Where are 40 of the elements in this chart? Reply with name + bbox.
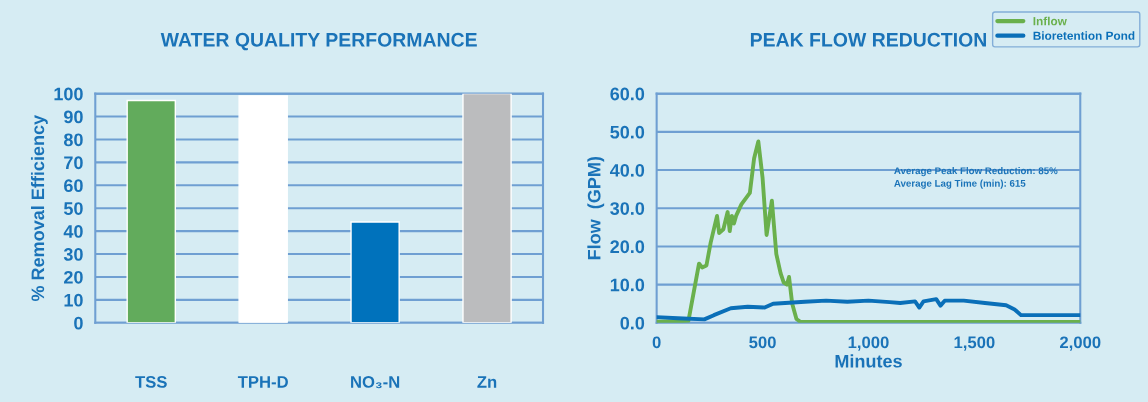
y-tick-label: 0.0 bbox=[620, 316, 645, 330]
bar bbox=[126, 99, 177, 323]
bar bbox=[238, 95, 288, 323]
annotation: Average Peak Flow Reduction: 85% bbox=[894, 167, 1058, 177]
legend-label: Bioretention Pond bbox=[1033, 31, 1135, 40]
y-tick-label: 10 bbox=[64, 293, 83, 307]
y-tick-label: 40.0 bbox=[609, 163, 645, 177]
y-axis-title: % Removal Efficiency bbox=[30, 115, 48, 302]
y-tick-label: 80 bbox=[63, 133, 83, 147]
y-tick-label: 70 bbox=[64, 156, 83, 170]
chart-title: PEAK FLOW REDUCTION bbox=[750, 32, 986, 47]
y-tick-label: 40 bbox=[63, 225, 83, 238]
y-tick-label: 10.0 bbox=[610, 278, 645, 292]
y-tick-label: 60 bbox=[64, 179, 83, 193]
y-tick-label: 90 bbox=[64, 110, 83, 124]
x-tick-label: Zn bbox=[477, 376, 497, 388]
bar bbox=[350, 221, 400, 323]
x-tick-label: TSS bbox=[135, 376, 167, 388]
y-axis-title: Flow (GPM) bbox=[587, 156, 605, 260]
x-tick-label: 2,000 bbox=[1059, 336, 1101, 351]
y-tick-label: 20.0 bbox=[610, 240, 645, 254]
y-tick-label: 60.0 bbox=[610, 87, 645, 101]
y-tick-label: 20 bbox=[64, 270, 83, 284]
x-tick-label: 0 bbox=[652, 336, 661, 349]
y-tick-label: 30.0 bbox=[610, 202, 645, 215]
x-tick-label: 500 bbox=[749, 336, 776, 349]
bar bbox=[462, 93, 512, 323]
annotation: Average Lag Time (min): 615 bbox=[894, 179, 1026, 189]
legend-label: Inflow bbox=[1033, 16, 1067, 26]
x-axis-title: Minutes bbox=[835, 354, 902, 368]
chart-title: WATER QUALITY PERFORMANCE bbox=[160, 32, 477, 51]
x-tick-label: 1,000 bbox=[848, 336, 889, 351]
y-tick-label: 50.0 bbox=[610, 125, 645, 139]
y-tick-label: 50 bbox=[63, 202, 83, 215]
y-tick-label: 100 bbox=[54, 87, 83, 101]
y-tick-label: 0 bbox=[74, 316, 83, 330]
y-tick-label: 30 bbox=[63, 248, 83, 261]
x-tick-label: TPH-D bbox=[237, 376, 288, 388]
x-tick-label: 1,500 bbox=[954, 336, 995, 351]
x-tick-label: NO₃-N bbox=[351, 376, 400, 389]
